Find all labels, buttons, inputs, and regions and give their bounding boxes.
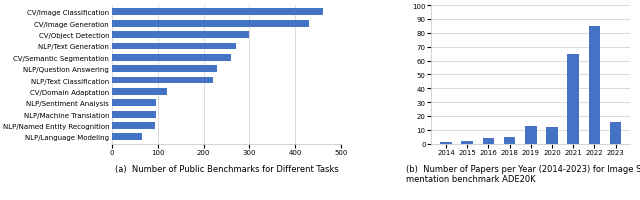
Bar: [461, 141, 473, 144]
X-axis label: (a)  Number of Public Benchmarks for Different Tasks: (a) Number of Public Benchmarks for Diff…: [115, 164, 339, 173]
Bar: [112, 43, 236, 50]
Bar: [112, 66, 218, 73]
Bar: [112, 55, 231, 61]
Bar: [112, 21, 309, 27]
X-axis label: (b)  Number of Papers per Year (2014-2023) for Image Seg-
mentation benchmark AD: (b) Number of Papers per Year (2014-2023…: [406, 164, 640, 183]
Bar: [112, 111, 156, 118]
Bar: [112, 89, 167, 95]
Bar: [112, 134, 142, 141]
Bar: [112, 77, 213, 84]
Bar: [112, 100, 156, 107]
Bar: [483, 138, 494, 144]
Bar: [440, 143, 452, 144]
Bar: [112, 32, 250, 39]
Bar: [610, 122, 621, 144]
Bar: [504, 137, 515, 144]
Bar: [567, 54, 579, 144]
Bar: [525, 126, 536, 144]
Bar: [589, 27, 600, 144]
Bar: [546, 127, 558, 144]
Bar: [112, 9, 323, 16]
Bar: [112, 123, 155, 129]
